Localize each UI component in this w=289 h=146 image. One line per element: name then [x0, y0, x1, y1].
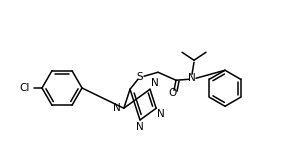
- Text: N: N: [157, 109, 165, 119]
- Text: N: N: [113, 103, 121, 113]
- Text: N: N: [188, 73, 196, 83]
- Text: Cl: Cl: [20, 83, 30, 93]
- Text: O: O: [168, 88, 176, 98]
- Text: S: S: [137, 72, 143, 82]
- Text: N: N: [136, 122, 144, 132]
- Text: N: N: [151, 78, 159, 88]
